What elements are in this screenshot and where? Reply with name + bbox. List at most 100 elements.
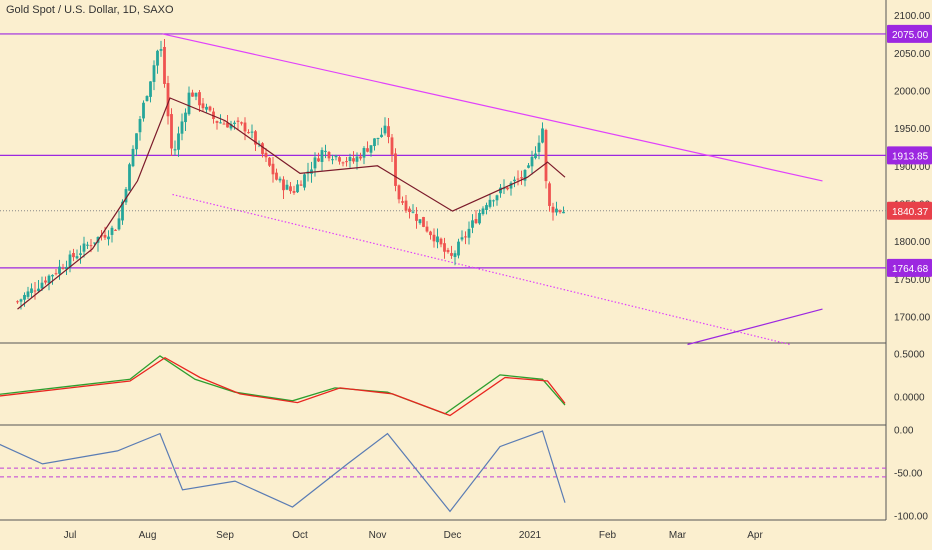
- candle-body: [163, 46, 166, 84]
- candle-body: [341, 162, 345, 164]
- candle-body: [390, 137, 394, 155]
- candle-body: [170, 114, 173, 149]
- candle-body: [394, 153, 397, 186]
- candle-body: [121, 201, 124, 221]
- candle-body: [481, 208, 485, 215]
- candle-body: [219, 122, 222, 124]
- candle-body: [131, 148, 135, 167]
- candle-body: [54, 273, 58, 275]
- time-tick-label: 2021: [519, 530, 542, 541]
- candle-body: [488, 199, 492, 207]
- candle-body: [222, 123, 226, 125]
- time-tick-label: Sep: [216, 530, 234, 541]
- candle-body: [299, 184, 303, 186]
- candle-body: [261, 143, 264, 154]
- candle-body: [338, 157, 341, 162]
- indicator2-tick-label: 0.00: [894, 425, 914, 436]
- candle-body: [495, 195, 499, 201]
- candle-body: [250, 131, 254, 133]
- candle-body: [292, 191, 296, 193]
- price-tick-label: 1800.00: [894, 237, 931, 248]
- candle-body: [415, 213, 418, 221]
- candle-body: [184, 112, 187, 123]
- candle-body: [82, 243, 86, 252]
- candle-body: [387, 126, 390, 138]
- candle-body: [86, 244, 89, 246]
- candle-body: [268, 157, 271, 166]
- indicator2-tick-label: -100.00: [894, 512, 928, 523]
- time-tick-label: Aug: [139, 530, 157, 541]
- candle-body: [348, 157, 352, 162]
- candle-body: [478, 212, 481, 224]
- candle-body: [135, 133, 138, 150]
- candle-body: [16, 301, 19, 303]
- candle-body: [558, 210, 562, 213]
- candle-body: [345, 161, 348, 163]
- level-badge: 1913.85: [892, 151, 929, 162]
- price-tick-label: 2000.00: [894, 86, 931, 97]
- candle-body: [282, 179, 285, 191]
- candle-body: [187, 92, 191, 115]
- candle-body: [296, 184, 299, 193]
- trendline: [172, 193, 791, 346]
- candle-body: [30, 288, 33, 293]
- candle-body: [548, 183, 551, 206]
- candle-body: [226, 122, 229, 128]
- indicator1-line: [0, 356, 566, 417]
- level-badge: 2075.00: [892, 30, 929, 41]
- candle-body: [334, 155, 338, 158]
- price-tick-label: 1950.00: [894, 124, 931, 135]
- candle-body: [555, 208, 558, 213]
- candle-body: [317, 158, 320, 162]
- candle-body: [149, 81, 152, 97]
- candle-body: [128, 164, 131, 191]
- candle-body: [26, 291, 30, 297]
- candle-body: [236, 120, 240, 122]
- candle-body: [166, 83, 170, 117]
- candle-body: [310, 169, 313, 174]
- candle-body: [124, 189, 128, 203]
- candle-body: [44, 280, 47, 283]
- candle-body: [145, 96, 149, 102]
- candle-body: [485, 205, 488, 210]
- candle-body: [453, 253, 457, 257]
- time-tick-label: Oct: [292, 530, 308, 541]
- candle-body: [114, 229, 117, 231]
- candle-body: [523, 169, 527, 181]
- candle-body: [142, 102, 145, 119]
- candle-body: [530, 156, 534, 167]
- candle-body: [359, 156, 362, 159]
- candle-body: [159, 49, 163, 51]
- candle-body: [285, 184, 289, 190]
- indicator2-line: [0, 430, 566, 513]
- candle-body: [380, 134, 383, 138]
- candle-body: [89, 245, 93, 247]
- candle-body: [418, 219, 422, 224]
- candle-body: [23, 294, 26, 300]
- candle-body: [191, 92, 194, 97]
- candle-body: [247, 132, 250, 134]
- candle-body: [152, 65, 156, 82]
- candle-body: [541, 128, 544, 143]
- candle-body: [544, 129, 548, 182]
- indicator2-tick-label: -50.00: [894, 469, 923, 480]
- candle-body: [492, 200, 495, 202]
- candle-body: [327, 152, 331, 159]
- candle-body: [383, 125, 387, 134]
- candle-body: [194, 92, 198, 97]
- price-tick-label: 1700.00: [894, 313, 931, 324]
- candle-body: [205, 106, 208, 110]
- candle-body: [562, 211, 565, 214]
- candle-body: [516, 178, 520, 180]
- candle-body: [117, 218, 121, 230]
- candle-body: [103, 234, 107, 238]
- indicator1-tick-label: 0.5000: [894, 349, 925, 360]
- candle-body: [467, 228, 471, 238]
- candle-body: [33, 290, 37, 292]
- candle-body: [107, 236, 110, 240]
- candle-body: [355, 156, 359, 162]
- candle-body: [513, 179, 516, 182]
- candle-body: [37, 288, 40, 292]
- candle-body: [439, 238, 443, 245]
- candle-body: [443, 243, 446, 252]
